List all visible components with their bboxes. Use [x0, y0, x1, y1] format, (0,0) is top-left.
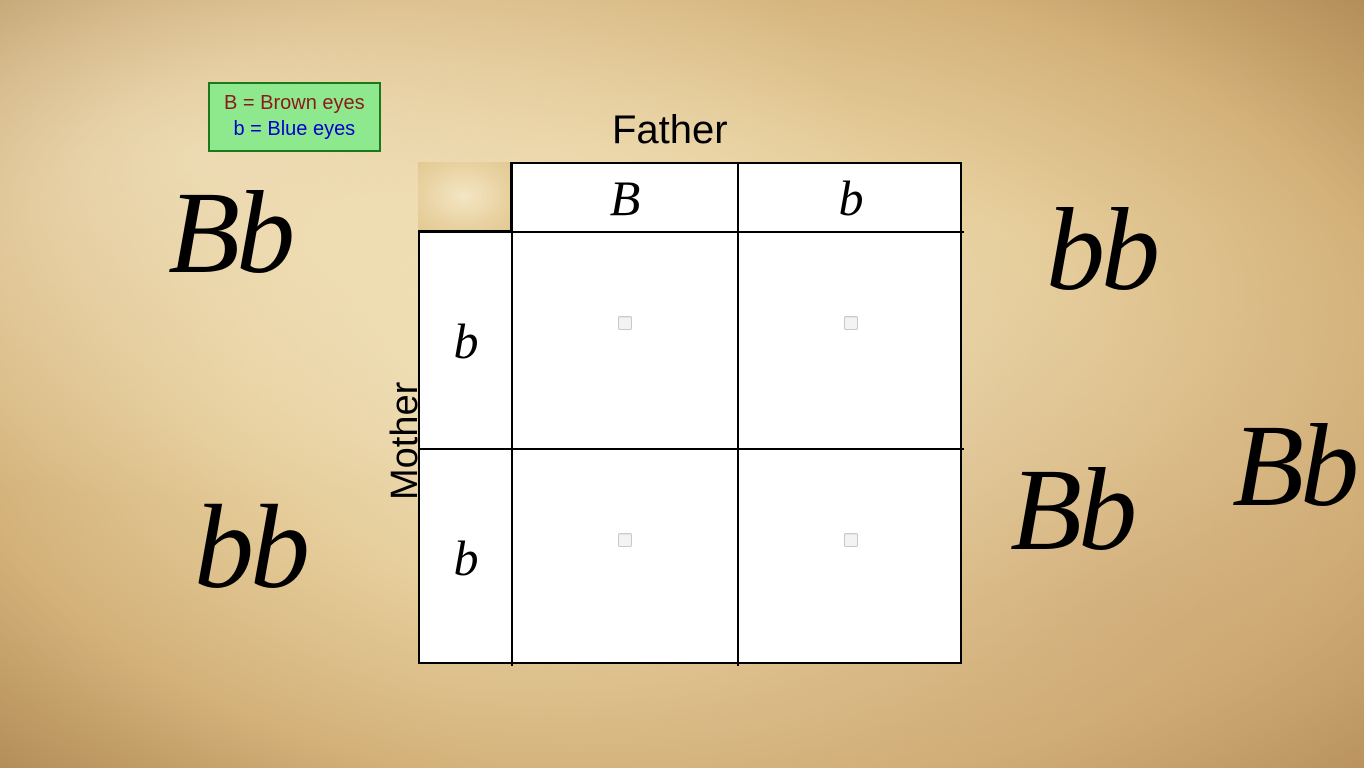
father-allele: B: [512, 164, 738, 232]
mother-allele: b: [420, 232, 512, 449]
father-label: Father: [612, 108, 728, 153]
punnett-drop-target[interactable]: [618, 533, 632, 547]
floating-genotype: Bb: [1232, 398, 1355, 534]
punnett-square: Bbbb: [418, 162, 962, 664]
punnett-drop-target[interactable]: [844, 533, 858, 547]
punnett-divider-vertical: [737, 164, 740, 666]
floating-genotype: Bb: [168, 165, 291, 301]
punnett-notch: [418, 162, 513, 233]
floating-genotype: Bb: [1010, 442, 1133, 578]
floating-genotype: bb: [1046, 182, 1156, 318]
floating-genotype: bb: [194, 478, 306, 616]
punnett-drop-target[interactable]: [618, 316, 632, 330]
legend-line-dominant: B = Brown eyes: [224, 90, 365, 116]
legend-line-recessive: b = Blue eyes: [224, 116, 365, 142]
legend-box: B = Brown eyes b = Blue eyes: [208, 82, 381, 152]
father-allele: b: [738, 164, 964, 232]
mother-allele: b: [420, 449, 512, 666]
punnett-drop-target[interactable]: [844, 316, 858, 330]
